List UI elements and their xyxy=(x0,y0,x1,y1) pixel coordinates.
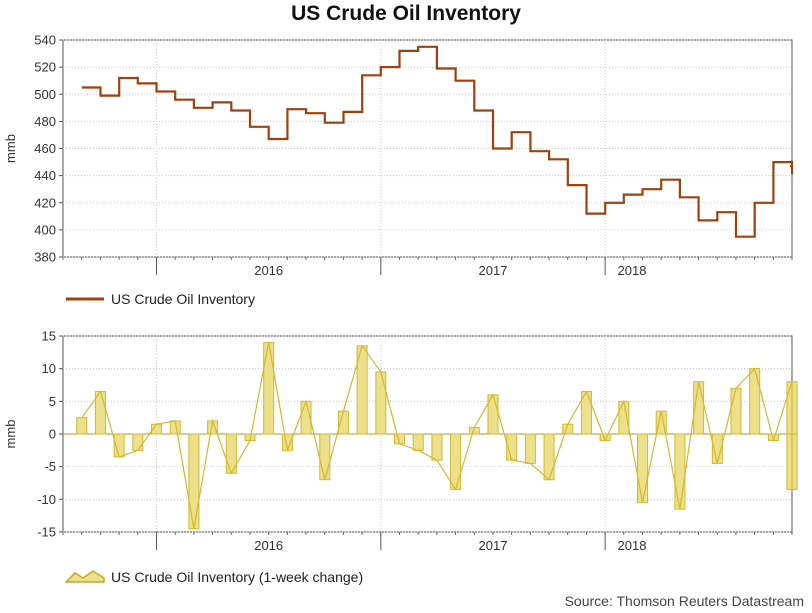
change-bar xyxy=(94,391,106,435)
y-tick-label-bottom: -15 xyxy=(37,525,56,540)
x-tick-label-bottom: 2017 xyxy=(479,538,508,553)
change-bar xyxy=(543,433,555,481)
change-bar xyxy=(375,371,387,435)
y-tick-label-bottom: 10 xyxy=(42,361,56,376)
y-tick-label-top: 460 xyxy=(34,141,56,156)
x-tick-label-bottom: 2018 xyxy=(618,538,647,553)
change-bar xyxy=(188,433,200,530)
plot-area-top xyxy=(62,39,793,258)
change-bar xyxy=(263,342,275,435)
series-outline xyxy=(81,342,793,529)
change-bar xyxy=(730,387,742,435)
y-tick-label-bottom: -5 xyxy=(44,459,56,474)
change-bar xyxy=(319,433,331,481)
y-tick-label-bottom: 15 xyxy=(42,329,56,344)
y-tick-label-bottom: -10 xyxy=(37,492,56,507)
x-tick-label-top: 2016 xyxy=(254,263,283,278)
legend-top-label: US Crude Oil Inventory xyxy=(111,291,255,307)
y-axis-title-bottom: mmb xyxy=(3,420,18,449)
change-bar xyxy=(76,417,88,435)
legend-bottom: US Crude Oil Inventory (1-week change) xyxy=(64,569,363,585)
x-tick-label-bottom: 2016 xyxy=(254,538,283,553)
y-tick-label-top: 420 xyxy=(34,195,56,210)
change-bar xyxy=(749,368,761,435)
change-bar xyxy=(431,433,443,461)
series-line xyxy=(81,45,794,238)
change-bar xyxy=(637,433,649,504)
y-axis-title-top: mmb xyxy=(3,134,18,163)
y-tick-label-top: 540 xyxy=(34,33,56,48)
bottom-panel: -15 -10 -5 0 5 10 15 2016 2017 2018 mmb xyxy=(3,329,798,553)
change-bar xyxy=(450,433,462,491)
legend-bottom-swatch xyxy=(64,570,105,583)
x-tick-label-top: 2017 xyxy=(479,263,508,278)
legend-bottom-label: US Crude Oil Inventory (1-week change) xyxy=(111,569,363,585)
y-tick-label-bottom: 5 xyxy=(49,394,56,409)
y-tick-label-bottom: 0 xyxy=(49,427,56,442)
y-tick-label-top: 500 xyxy=(34,87,56,102)
y-tick-label-top: 400 xyxy=(34,222,56,237)
y-tick-label-top: 380 xyxy=(34,250,56,265)
source-note: Source: Thomson Reuters Datastream xyxy=(565,593,804,609)
y-tick-label-top: 520 xyxy=(34,60,56,75)
change-bar xyxy=(132,433,144,451)
chart-title: US Crude Oil Inventory xyxy=(291,2,521,25)
change-bar xyxy=(524,433,536,464)
top-panel: 380 400 420 440 460 480 500 520 540 2016 2017 2018 m… xyxy=(3,33,794,278)
change-bar xyxy=(674,433,686,510)
y-tick-label-top: 440 xyxy=(34,168,56,183)
change-bar xyxy=(412,433,424,451)
legend-top: US Crude Oil Inventory xyxy=(66,291,255,307)
x-tick-label-top: 2018 xyxy=(618,263,647,278)
y-tick-label-top: 480 xyxy=(34,114,56,129)
